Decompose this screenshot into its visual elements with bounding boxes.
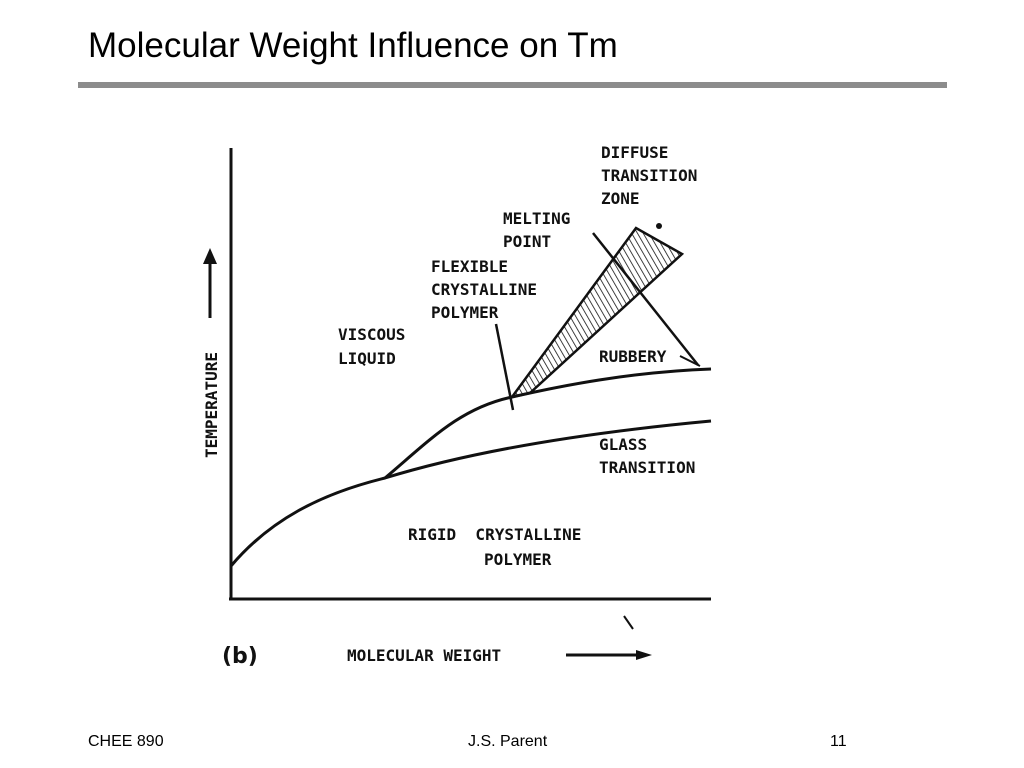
- x-axis-label: MOLECULAR WEIGHT: [347, 646, 501, 665]
- glass-label-line1: GLASS: [599, 435, 647, 454]
- footer-course: CHEE 890: [88, 733, 164, 750]
- y-axis-label: TEMPERATURE: [202, 352, 221, 458]
- melting-point-curve: [384, 367, 712, 480]
- diffuse-label-line1: DIFFUSE: [601, 143, 668, 162]
- glass-label-line2: TRANSITION: [599, 458, 695, 477]
- slide-title: Molecular Weight Influence on Tm: [88, 26, 618, 65]
- diffuse-label-line2: TRANSITION: [601, 166, 697, 185]
- footer-author: J.S. Parent: [468, 733, 548, 750]
- y-axis-arrow-head: [203, 248, 217, 264]
- x-axis-arrow-head: [636, 650, 652, 660]
- stray-mark: [623, 615, 634, 630]
- flexible-label-line2: CRYSTALLINE: [431, 280, 537, 299]
- rigid-label-line2: POLYMER: [484, 550, 552, 569]
- flexible-pointer: [494, 323, 515, 411]
- flexible-label-line3: POLYMER: [431, 303, 499, 322]
- panel-label: (b): [222, 644, 258, 669]
- rigid-label-line1: RIGID CRYSTALLINE: [408, 525, 581, 544]
- diffuse-label-line3: ZONE: [601, 189, 640, 208]
- flexible-label-line1: FLEXIBLE: [431, 257, 508, 276]
- melting-label-line2: POINT: [503, 232, 551, 251]
- title-divider: [78, 82, 947, 88]
- glass-transition-curve: [229, 419, 712, 567]
- rubbery-label: RUBBERY: [599, 347, 667, 366]
- footer-page-number: 11: [830, 733, 847, 750]
- melting-label-line1: MELTING: [503, 209, 570, 228]
- viscous-label-line2: LIQUID: [338, 349, 396, 368]
- melting-pointer: [592, 232, 699, 366]
- rubbery-pointer: [679, 355, 701, 367]
- viscous-label-line1: VISCOUS: [338, 325, 405, 344]
- diffuse-pointer-dot: [656, 223, 662, 229]
